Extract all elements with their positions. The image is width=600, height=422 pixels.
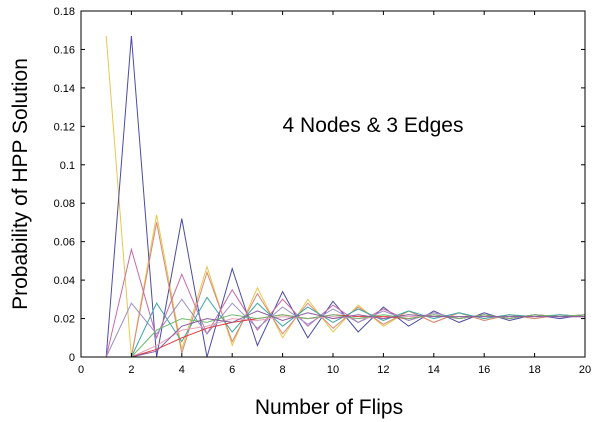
y-tick-label: 0.1 (60, 160, 75, 172)
x-tick-label: 6 (229, 364, 235, 376)
x-tick-label: 4 (179, 364, 185, 376)
series-line-1 (105, 35, 586, 358)
x-tick-label: 20 (579, 364, 591, 376)
x-tick-label: 16 (478, 364, 490, 376)
y-tick-label: 0.02 (54, 314, 75, 326)
series-line-2 (105, 35, 586, 358)
ticks: 0 2 4 6 8 10 12 14 16 18 20 0 0.02 0.04 0.06 0.08 0.1 0.1… (54, 6, 592, 376)
series-line-10 (106, 310, 585, 358)
x-tick-label: 14 (428, 364, 440, 376)
y-tick-label: 0.16 (54, 44, 75, 56)
x-tick-label: 2 (128, 364, 134, 376)
plot-lines (105, 35, 586, 358)
series-line-7 (106, 316, 585, 358)
chart-annotation: 4 Nodes & 3 Edges (283, 114, 464, 137)
x-tick-label: 18 (528, 364, 540, 376)
y-tick-label: 0.18 (54, 6, 75, 18)
x-tick-label: 12 (377, 364, 389, 376)
y-axis-title: Probability of HPP Solution (9, 58, 32, 310)
series-line-3 (106, 222, 586, 358)
y-tick-label: 0.08 (54, 198, 75, 210)
y-tick-label: 0.06 (54, 237, 75, 249)
y-tick-label: 0 (69, 352, 75, 364)
x-axis-title: Number of Flips (255, 396, 403, 419)
x-tick-label: 0 (78, 364, 84, 376)
y-tick-label: 0.14 (54, 83, 75, 95)
x-tick-label: 10 (327, 364, 339, 376)
y-tick-label: 0.12 (54, 121, 75, 133)
series-line-4 (105, 247, 585, 358)
y-tick-label: 0.04 (54, 275, 75, 287)
x-tick-label: 8 (280, 364, 286, 376)
